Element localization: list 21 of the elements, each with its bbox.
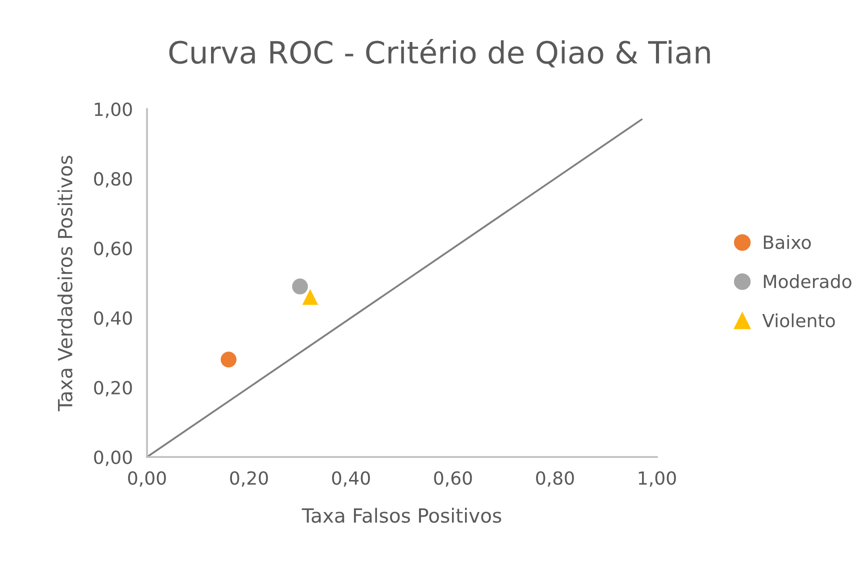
x-tick-label: 0,00	[128, 471, 166, 487]
x-axis-title: Taxa Falsos Positivos	[302, 508, 502, 523]
point	[220, 352, 237, 368]
legend-label: Violento	[762, 313, 835, 328]
y-tick-label: 0,60	[94, 242, 132, 258]
legend-label: Baixo	[764, 235, 811, 250]
x-tick-label: 0,80	[536, 471, 574, 487]
y-tick-label: 0,40	[94, 311, 132, 327]
point	[302, 289, 318, 305]
y-axis-title: Taxa Verdadeiros Positivos	[57, 156, 72, 412]
chart-title: Curva ROC - Critério de Qiao & Tian	[169, 38, 710, 68]
x-tick-label: 0,40	[332, 471, 370, 487]
x-tick-label: 0,20	[230, 471, 268, 487]
y-tick-label: 1,00	[94, 102, 132, 118]
x-tick-label: 1,00	[638, 471, 676, 487]
y-tick-label: 0,20	[94, 380, 132, 396]
x-tick-label: 0,60	[434, 471, 472, 487]
legend-label: Moderado	[764, 274, 852, 288]
point	[292, 278, 308, 294]
y-tick-label: 0,80	[94, 172, 132, 188]
y-tick-label: 0,00	[94, 450, 132, 466]
